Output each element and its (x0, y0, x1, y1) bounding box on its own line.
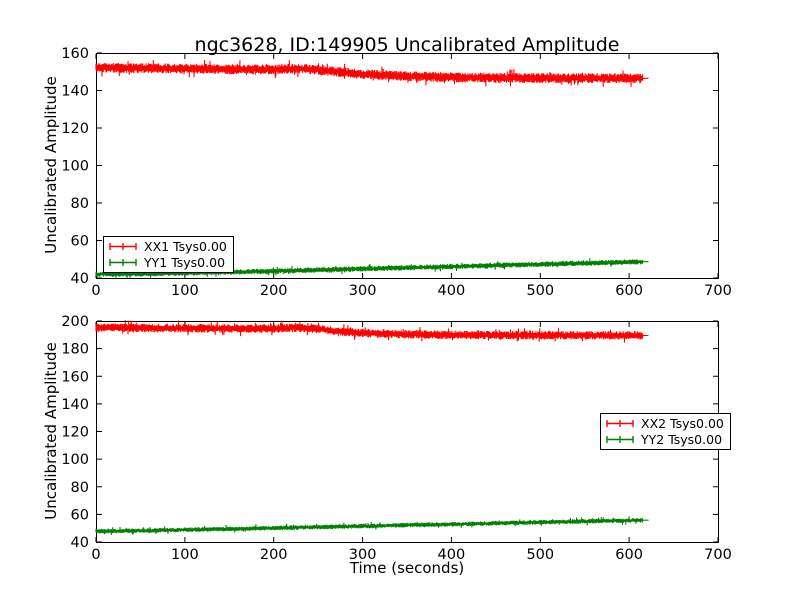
errorbar-marker-icon (109, 243, 137, 250)
x-tick-label: 400 (438, 547, 466, 563)
legend-bottom-plot: XX2 Tsys0.00 YY2 Tsys0.00 (600, 413, 731, 450)
legend-entry: XX1 Tsys0.00 (108, 239, 227, 254)
errorbar-marker-icon (606, 420, 634, 427)
series-yy2 (95, 516, 649, 535)
x-tick-label: 500 (526, 547, 554, 563)
x-tick-label: 0 (91, 547, 100, 563)
y-tick-label: 100 (61, 452, 89, 468)
y-axis-label-bottom: Uncalibrated Amplitude (42, 342, 60, 520)
series-xx1 (95, 59, 649, 87)
x-tick-label: 600 (615, 547, 643, 563)
legend-entry: YY2 Tsys0.00 (605, 432, 724, 447)
x-tick-label: 600 (615, 283, 643, 299)
y-tick-label: 200 (61, 314, 89, 330)
legend-label: YY2 Tsys0.00 (641, 432, 723, 447)
y-tick-label: 120 (61, 425, 89, 441)
x-tick-label: 200 (260, 547, 288, 563)
x-tick-label: 500 (526, 283, 554, 299)
y-tick-label: 40 (71, 535, 89, 551)
x-tick-label: 100 (171, 283, 199, 299)
legend-label: XX2 Tsys0.00 (641, 416, 724, 431)
y-tick-label: 140 (61, 397, 89, 413)
y-tick-label: 80 (71, 480, 89, 496)
legend-label: XX1 Tsys0.00 (144, 239, 227, 254)
x-tick-label: 200 (260, 283, 288, 299)
y-tick-label: 160 (61, 369, 89, 385)
series-xx2 (95, 320, 649, 343)
errorbar-marker-icon (606, 436, 634, 443)
plot-frame (96, 53, 719, 279)
x-tick-label: 300 (349, 547, 377, 563)
y-tick-label: 60 (71, 234, 89, 250)
x-tick-label: 100 (171, 547, 199, 563)
x-tick-label: 0 (91, 283, 100, 299)
y-tick-label: 60 (71, 507, 89, 523)
x-tick-label: 300 (349, 283, 377, 299)
y-tick-label: 120 (61, 121, 89, 137)
y-tick-label: 100 (61, 159, 89, 175)
x-axis-label: Time (seconds) (349, 559, 465, 577)
errorbar-marker-icon (109, 259, 137, 266)
legend-label: YY1 Tsys0.00 (144, 255, 226, 270)
y-tick-label: 160 (61, 46, 89, 62)
y-axis-label-top: Uncalibrated Amplitude (42, 76, 60, 254)
y-tick-label: 140 (61, 84, 89, 100)
legend-entry: YY1 Tsys0.00 (108, 255, 227, 270)
legend-top-plot: XX1 Tsys0.00 YY1 Tsys0.00 (103, 236, 234, 273)
legend-entry: XX2 Tsys0.00 (605, 416, 724, 431)
y-tick-label: 40 (71, 271, 89, 287)
figure-title: ngc3628, ID:149905 Uncalibrated Amplitud… (194, 34, 620, 56)
y-tick-label: 80 (71, 196, 89, 212)
x-tick-label: 700 (704, 283, 732, 299)
y-tick-label: 180 (61, 342, 89, 358)
x-tick-label: 400 (438, 283, 466, 299)
x-tick-label: 700 (704, 547, 732, 563)
